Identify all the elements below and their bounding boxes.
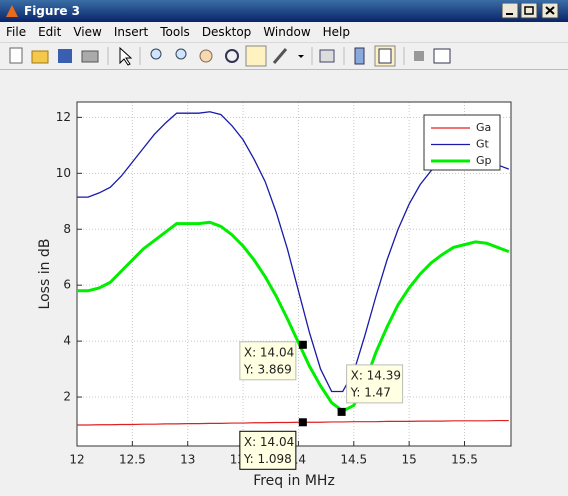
- menu-item[interactable]: Help: [322, 25, 350, 39]
- datatip-box: [239, 430, 297, 470]
- menu-item[interactable]: Edit: [38, 25, 62, 39]
- title-bar: Figure 3: [0, 0, 568, 22]
- datatip-text: Y: 1.098: [243, 452, 292, 466]
- menu-bar: File Edit View Insert Tools Desktop Window Help: [0, 22, 568, 42]
- legend-label: Gp: [476, 154, 492, 167]
- datatip-text: Y: 3.869: [243, 362, 292, 376]
- y-tick-label: 6: [63, 278, 71, 292]
- y-tick-label: 4: [63, 334, 71, 348]
- x-tick-label: 15: [402, 453, 417, 467]
- menu-item[interactable]: Window: [263, 25, 311, 39]
- datatip-text: X: 14.04: [244, 345, 294, 359]
- y-tick-label: 8: [63, 222, 71, 236]
- menu-item[interactable]: Insert: [113, 25, 149, 39]
- window-buttons[interactable]: [502, 3, 562, 19]
- legend-label: Gt: [476, 138, 490, 151]
- x-tick-label: 12: [69, 453, 84, 467]
- y-tick-label: 10: [56, 166, 71, 180]
- menu-item[interactable]: Tools: [160, 25, 190, 39]
- menu-item[interactable]: Desktop: [201, 25, 252, 39]
- toolbar-icons[interactable]: [0, 43, 568, 69]
- datatip-marker: [298, 418, 307, 427]
- y-tick-label: 2: [63, 390, 71, 404]
- datatip-box: [346, 364, 404, 404]
- y-tick-label: 12: [56, 110, 71, 124]
- datatip-text: X: 14.39: [351, 368, 401, 382]
- window-title: Figure 3: [24, 4, 81, 18]
- datatip-box: [239, 341, 297, 381]
- x-tick-label: 14.5: [340, 453, 367, 467]
- datatip-text: X: 14.04: [244, 435, 294, 449]
- datatip-text: Y: 1.47: [350, 385, 391, 399]
- x-tick-label: 15.5: [451, 453, 478, 467]
- menu-item[interactable]: File: [6, 25, 27, 39]
- x-tick-label: 12.5: [119, 453, 146, 467]
- app-icon: [6, 5, 18, 17]
- menu-item[interactable]: View: [73, 25, 102, 39]
- line-series: [77, 220, 510, 413]
- legend-label: Ga: [476, 121, 491, 134]
- toolbar: [0, 42, 568, 70]
- x-tick-label: 13: [180, 453, 195, 467]
- line-series: [77, 419, 509, 426]
- x-axis-label: Freq in MHz: [253, 473, 335, 489]
- datatip-marker: [298, 340, 307, 349]
- y-axis-label: Loss in dB: [37, 239, 53, 310]
- datatip-marker: [337, 407, 346, 416]
